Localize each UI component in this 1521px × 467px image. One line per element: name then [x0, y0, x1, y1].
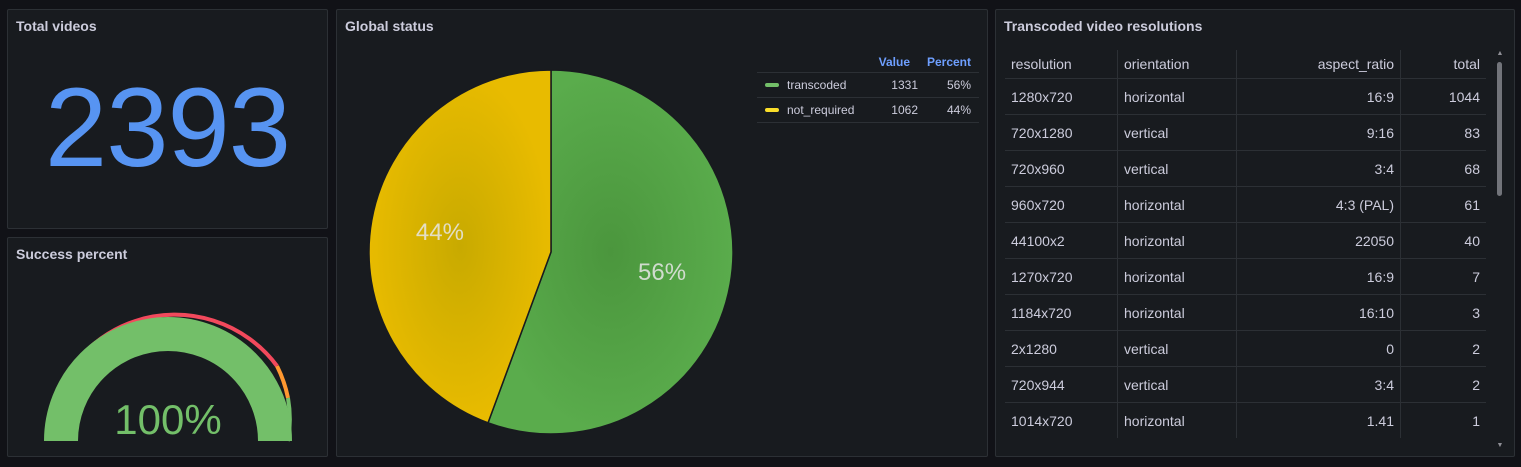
cell-orientation: vertical — [1117, 150, 1237, 187]
scroll-thumb[interactable] — [1497, 62, 1502, 196]
cell-total: 68 — [1400, 150, 1486, 187]
pie-slice-label: 44% — [416, 219, 464, 246]
global-status-panel: Global status 56% 44% Value Percent trans… — [336, 9, 988, 457]
cell-resolution: 44100x2 — [1005, 222, 1118, 259]
cell-total: 40 — [1400, 222, 1486, 259]
resolutions-table: resolution orientation aspect_ratio tota… — [1005, 50, 1486, 438]
resolutions-panel: Transcoded video resolutions resolution … — [995, 9, 1515, 457]
pie-slice-transcoded[interactable] — [487, 69, 734, 435]
cell-total: 83 — [1400, 114, 1486, 151]
cell-aspect-ratio: 9:16 — [1236, 114, 1401, 151]
table-row[interactable]: 720x960 vertical 3:4 68 — [1005, 150, 1486, 187]
global-status-title[interactable]: Global status — [345, 18, 434, 34]
legend-header-value[interactable]: Value — [878, 55, 910, 69]
cell-orientation: horizontal — [1117, 258, 1237, 295]
cell-aspect-ratio: 22050 — [1236, 222, 1401, 259]
cell-aspect-ratio: 16:9 — [1236, 258, 1401, 295]
column-header-resolution[interactable]: resolution — [1005, 50, 1118, 79]
cell-resolution: 720x960 — [1005, 150, 1118, 187]
resolutions-title[interactable]: Transcoded video resolutions — [1004, 18, 1203, 34]
cell-aspect-ratio: 4:3 (PAL) — [1236, 186, 1401, 223]
success-gauge: 100% — [44, 312, 292, 443]
legend-item-not-required[interactable]: not_required 1062 44% — [757, 97, 979, 123]
pie-legend: Value Percent transcoded 1331 56% not_re… — [757, 52, 979, 123]
cell-aspect-ratio: 3:4 — [1236, 150, 1401, 187]
cell-total: 7 — [1400, 258, 1486, 295]
cell-resolution: 960x720 — [1005, 186, 1118, 223]
cell-resolution: 1280x720 — [1005, 78, 1118, 115]
table-row[interactable]: 1184x720 horizontal 16:10 3 — [1005, 294, 1486, 331]
legend-item-percent: 44% — [946, 103, 971, 117]
total-videos-value: 2393 — [44, 65, 291, 190]
cell-total: 61 — [1400, 186, 1486, 223]
cell-total: 1044 — [1400, 78, 1486, 115]
table-header-row: resolution orientation aspect_ratio tota… — [1005, 50, 1486, 79]
table-scrollbar[interactable]: ▲ ▼ — [1495, 50, 1505, 450]
table-row[interactable]: 1014x720 horizontal 1.41 1 — [1005, 402, 1486, 438]
table-row[interactable]: 2x1280 vertical 0 2 — [1005, 330, 1486, 367]
legend-swatch — [765, 108, 779, 112]
cell-total: 1 — [1400, 402, 1486, 438]
table-row[interactable]: 44100x2 horizontal 22050 40 — [1005, 222, 1486, 259]
cell-total: 2 — [1400, 330, 1486, 367]
gauge-value-label: 100% — [114, 396, 221, 443]
legend-item-value: 1062 — [891, 103, 918, 117]
legend-header: Value Percent — [757, 52, 979, 72]
cell-resolution: 1270x720 — [1005, 258, 1118, 295]
table-row[interactable]: 1280x720 horizontal 16:9 1044 — [1005, 78, 1486, 115]
legend-swatch — [765, 83, 779, 87]
total-videos-title[interactable]: Total videos — [16, 18, 97, 34]
cell-resolution: 1014x720 — [1005, 402, 1118, 438]
cell-resolution: 720x944 — [1005, 366, 1118, 403]
scroll-down-icon[interactable]: ▼ — [1496, 442, 1504, 449]
table-row[interactable]: 1270x720 horizontal 16:9 7 — [1005, 258, 1486, 295]
table-row[interactable]: 960x720 horizontal 4:3 (PAL) 61 — [1005, 186, 1486, 223]
success-percent-panel: Success percent 100% — [7, 237, 328, 457]
pie-slice-label: 56% — [638, 259, 686, 286]
cell-orientation: horizontal — [1117, 78, 1237, 115]
cell-orientation: vertical — [1117, 330, 1237, 367]
legend-item-percent: 56% — [946, 78, 971, 92]
column-header-orientation[interactable]: orientation — [1117, 50, 1237, 79]
gauge-value-arc — [44, 317, 292, 442]
cell-orientation: horizontal — [1117, 402, 1237, 438]
scroll-up-icon[interactable]: ▲ — [1496, 50, 1504, 57]
legend-item-label: not_required — [787, 103, 855, 117]
table-row[interactable]: 720x1280 vertical 9:16 83 — [1005, 114, 1486, 151]
cell-total: 2 — [1400, 366, 1486, 403]
cell-aspect-ratio: 3:4 — [1236, 366, 1401, 403]
cell-resolution: 1184x720 — [1005, 294, 1118, 331]
table-row[interactable]: 720x944 vertical 3:4 2 — [1005, 366, 1486, 403]
gauge-threshold-orange — [275, 365, 290, 399]
success-percent-title[interactable]: Success percent — [16, 246, 128, 262]
column-header-aspect-ratio[interactable]: aspect_ratio — [1236, 50, 1401, 79]
global-status-pie: 56% 44% — [368, 69, 734, 435]
cell-aspect-ratio: 16:9 — [1236, 78, 1401, 115]
total-videos-panel: Total videos 2393 — [7, 9, 328, 229]
legend-header-percent[interactable]: Percent — [926, 55, 971, 69]
legend-item-transcoded[interactable]: transcoded 1331 56% — [757, 72, 979, 97]
cell-aspect-ratio: 16:10 — [1236, 294, 1401, 331]
cell-orientation: horizontal — [1117, 186, 1237, 223]
cell-resolution: 2x1280 — [1005, 330, 1118, 367]
cell-total: 3 — [1400, 294, 1486, 331]
pie-slice-not-required[interactable] — [368, 69, 552, 424]
cell-aspect-ratio: 1.41 — [1236, 402, 1401, 438]
cell-resolution: 720x1280 — [1005, 114, 1118, 151]
legend-item-label: transcoded — [787, 78, 847, 92]
cell-orientation: horizontal — [1117, 222, 1237, 259]
cell-orientation: horizontal — [1117, 294, 1237, 331]
legend-item-value: 1331 — [891, 78, 918, 92]
cell-orientation: vertical — [1117, 114, 1237, 151]
column-header-total[interactable]: total — [1453, 56, 1480, 72]
cell-orientation: vertical — [1117, 366, 1237, 403]
table-body: 1280x720 horizontal 16:9 1044 720x1280 vertic… — [1005, 78, 1486, 438]
cell-aspect-ratio: 0 — [1236, 330, 1401, 367]
